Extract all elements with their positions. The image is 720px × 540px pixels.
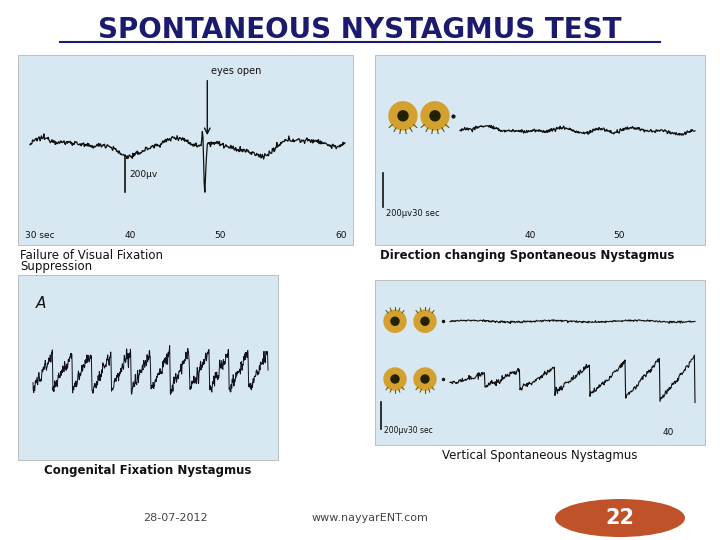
Text: 28-07-2012: 28-07-2012 — [143, 513, 207, 523]
Text: 50: 50 — [215, 231, 226, 240]
Text: 22: 22 — [606, 508, 634, 528]
Ellipse shape — [555, 499, 685, 537]
FancyBboxPatch shape — [18, 55, 353, 245]
FancyBboxPatch shape — [375, 280, 705, 445]
Circle shape — [414, 310, 436, 332]
Circle shape — [414, 368, 436, 390]
Circle shape — [384, 368, 406, 390]
Circle shape — [389, 102, 417, 130]
Text: 40: 40 — [524, 231, 536, 240]
Circle shape — [398, 111, 408, 121]
Text: eyes open: eyes open — [211, 66, 261, 76]
Text: Direction changing Spontaneous Nystagmus: Direction changing Spontaneous Nystagmus — [380, 249, 675, 262]
Circle shape — [384, 310, 406, 332]
Circle shape — [421, 102, 449, 130]
FancyBboxPatch shape — [18, 275, 278, 460]
Text: 200μv30 sec: 200μv30 sec — [386, 210, 440, 218]
Text: Suppression: Suppression — [20, 260, 92, 273]
Circle shape — [391, 317, 399, 325]
Circle shape — [430, 111, 440, 121]
Text: 40: 40 — [124, 231, 135, 240]
Text: 60: 60 — [335, 231, 346, 240]
Text: Vertical Spontaneous Nystagmus: Vertical Spontaneous Nystagmus — [442, 449, 638, 462]
Circle shape — [421, 317, 429, 325]
FancyBboxPatch shape — [375, 55, 705, 245]
Text: 200μv30 sec: 200μv30 sec — [384, 426, 433, 435]
Text: 40: 40 — [662, 428, 673, 437]
Text: A: A — [36, 296, 46, 311]
Text: Failure of Visual Fixation: Failure of Visual Fixation — [20, 249, 163, 262]
Text: www.nayyarENT.com: www.nayyarENT.com — [312, 513, 428, 523]
Text: 200μv: 200μv — [129, 170, 158, 179]
Text: 30 sec: 30 sec — [24, 231, 54, 240]
Circle shape — [391, 375, 399, 383]
Text: Congenital Fixation Nystagmus: Congenital Fixation Nystagmus — [45, 464, 252, 477]
Circle shape — [421, 375, 429, 383]
Text: 50: 50 — [613, 231, 625, 240]
Text: SPONTANEOUS NYSTAGMUS TEST: SPONTANEOUS NYSTAGMUS TEST — [98, 16, 622, 44]
